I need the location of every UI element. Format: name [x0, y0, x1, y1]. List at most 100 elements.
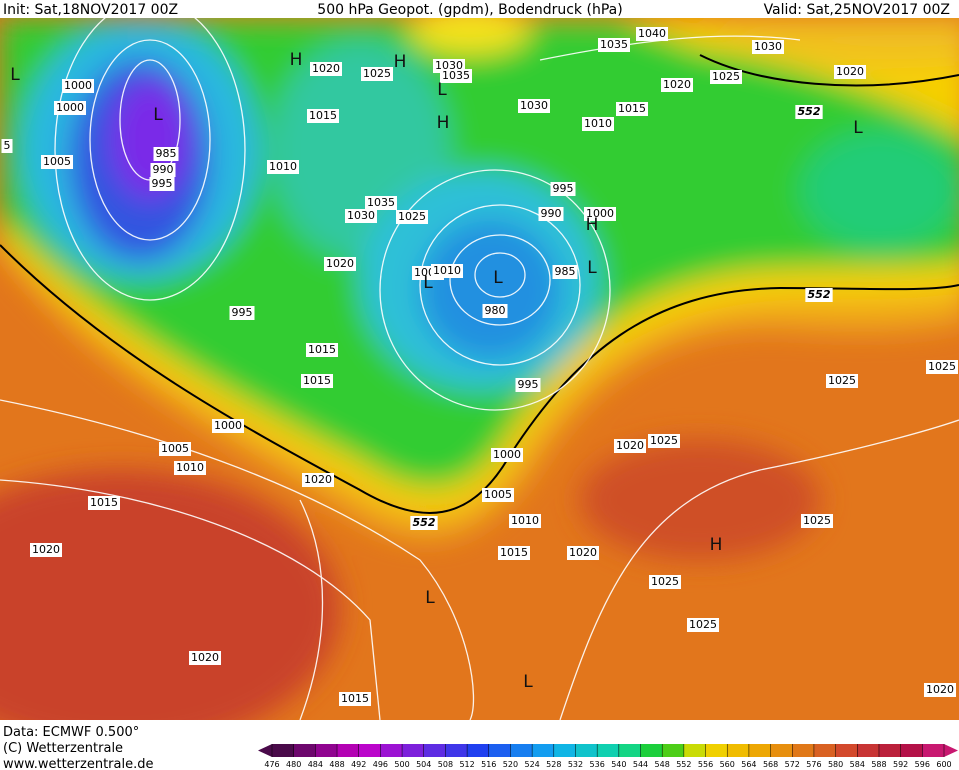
colorbar-tick-label: 504 — [416, 760, 431, 769]
isobar-label-box — [159, 442, 191, 456]
isobar-label: 1005 — [43, 155, 71, 168]
pressure-center: L — [423, 273, 433, 293]
isobar-label: 1015 — [309, 109, 337, 122]
colorbar-tick-label: 548 — [655, 760, 670, 769]
colorbar-bin — [553, 744, 576, 757]
isobar-label: 1015 — [618, 102, 646, 115]
colorbar-tick-label: 524 — [524, 760, 539, 769]
colorbar-bin — [315, 744, 338, 757]
isobar-label: 1025 — [712, 70, 740, 83]
isobar-label: 1015 — [303, 374, 331, 387]
isobar-label: 1025 — [651, 575, 679, 588]
init-time: Init: Sat,18NOV2017 00Z — [3, 2, 178, 18]
isobar-label: 1000 — [586, 207, 614, 220]
geopotential-label-box — [410, 516, 438, 530]
isobar-label-box — [396, 210, 428, 224]
colorbar-tick-label: 540 — [611, 760, 626, 769]
isobar-label: 1030 — [754, 40, 782, 53]
isobar-label: 1025 — [363, 67, 391, 80]
colorbar-bin — [510, 744, 533, 757]
isobar-label-box — [361, 67, 393, 81]
colorbar-tick-label: 552 — [676, 760, 691, 769]
isobar-label: 1030 — [520, 99, 548, 112]
isobar-label: 1035 — [600, 38, 628, 51]
colorbar-tick-label: 516 — [481, 760, 496, 769]
isobar-label-box — [582, 117, 614, 131]
colorbar-tick-label: 560 — [720, 760, 735, 769]
pressure-center: H — [394, 52, 407, 72]
colorbar-bin — [792, 744, 815, 757]
isobar-label-box — [229, 306, 255, 320]
data-source: Data: ECMWF 0.500° — [3, 725, 139, 740]
isobar-label-box — [648, 434, 680, 448]
colorbar-bin — [337, 744, 360, 757]
colorbar-bin — [488, 744, 511, 757]
isobar-label: 1040 — [638, 27, 666, 40]
pressure-center: L — [523, 672, 533, 692]
isobar-label: 1005 — [484, 488, 512, 501]
colorbar-bin — [835, 744, 858, 757]
isobar-label-box — [301, 374, 333, 388]
isobar-label: 995 — [553, 182, 574, 195]
colorbar-tick-label: 480 — [286, 760, 301, 769]
colorbar-bin — [748, 744, 772, 757]
isobar-label-box — [150, 163, 176, 177]
isobar-label: 1020 — [304, 473, 332, 486]
isobar-label-box — [509, 514, 541, 528]
isobar-label-box — [306, 343, 338, 357]
isobar-label-box — [924, 683, 956, 697]
isobar-label: 1020 — [836, 65, 864, 78]
colorbar-bin — [683, 744, 707, 757]
isobar-label-box — [54, 101, 86, 115]
isobar-label: 1000 — [493, 448, 521, 461]
isobar-label: 5 — [4, 139, 11, 152]
isobar-label-box — [339, 692, 371, 706]
isobar-label: 1015 — [500, 546, 528, 559]
pressure-center: L — [493, 268, 503, 288]
isobar-label-box — [149, 177, 175, 191]
isobar-label-box — [661, 78, 693, 92]
isobar-label-box — [498, 546, 530, 560]
colorbar-tick-label: 600 — [936, 760, 951, 769]
isobar-label: 1035 — [367, 196, 395, 209]
colorbar-bin — [662, 744, 685, 757]
isobar-label-box — [365, 196, 397, 210]
pressure-center: H — [437, 113, 450, 133]
colorbar-tick-label: 496 — [373, 760, 388, 769]
geopotential-label: 552 — [413, 516, 436, 529]
isobar-label: 1020 — [326, 257, 354, 270]
isobar-label: 990 — [153, 163, 174, 176]
isobar-label-box — [614, 439, 646, 453]
colorbar-tick-label: 572 — [785, 760, 800, 769]
pressure-center: L — [437, 80, 447, 100]
colorbar-tick-label: 512 — [459, 760, 474, 769]
isobar-label: 1030 — [435, 59, 463, 72]
colorbar: 476 480 484 488 492 496 500 504 508 512 516 520 524 5… — [258, 744, 958, 769]
isobar-label-box — [345, 209, 377, 223]
colorbar-tick-label: 592 — [893, 760, 908, 769]
isobar-label-box — [649, 575, 681, 589]
colorbar-tick-label: 568 — [763, 760, 778, 769]
colorbar-tick-label: 528 — [546, 760, 561, 769]
colorbar-tick-label: 596 — [915, 760, 930, 769]
geopotential-label: 552 — [808, 288, 831, 301]
colorbar-tick-label: 532 — [568, 760, 583, 769]
colorbar-bin — [922, 744, 945, 757]
pressure-center: L — [853, 118, 863, 138]
isobar-label: 1020 — [663, 78, 691, 91]
pressure-center: H — [710, 535, 723, 555]
isobar-label: 1000 — [56, 101, 84, 114]
isobar-label-box — [41, 155, 73, 169]
isobar-label-box — [440, 69, 472, 83]
colorbar-bin — [770, 744, 793, 757]
isobar-label: 990 — [541, 207, 562, 220]
colorbar-tick-label: 520 — [503, 760, 518, 769]
pressure-center: L — [587, 258, 597, 278]
isobar-label: 1015 — [308, 343, 336, 356]
colorbar-bin — [813, 744, 837, 757]
colorbar-bin — [575, 744, 598, 757]
pressure-center: L — [153, 105, 163, 125]
isobar-label: 1010 — [176, 461, 204, 474]
isobar-label: 995 — [152, 177, 173, 190]
geopotential-label-box — [795, 105, 823, 119]
